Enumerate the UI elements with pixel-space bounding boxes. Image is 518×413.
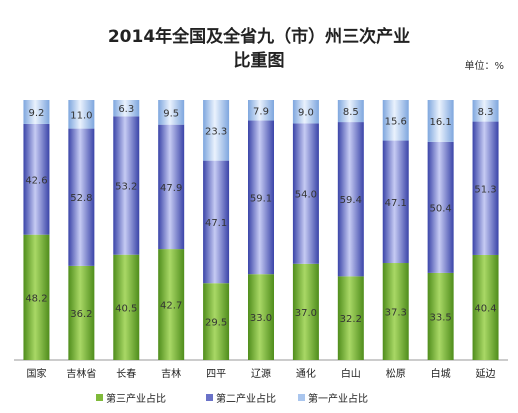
bar-segment — [382, 140, 409, 264]
data-label: 9.2 — [29, 108, 45, 119]
bar-segment — [472, 121, 499, 255]
x-tick-label: 通化 — [296, 367, 316, 380]
bar-segment — [68, 128, 95, 266]
data-label: 54.0 — [295, 190, 317, 201]
data-label: 37.0 — [295, 308, 317, 319]
bar-segment — [113, 116, 140, 255]
bar-segment — [113, 100, 140, 117]
legend-swatch — [96, 394, 103, 401]
data-label: 33.5 — [430, 312, 452, 323]
data-label: 23.3 — [205, 126, 227, 137]
data-label: 6.3 — [118, 104, 134, 115]
bar-segment — [23, 234, 50, 360]
bar-segment — [472, 100, 499, 122]
bar-segment — [382, 100, 409, 141]
data-label: 36.2 — [70, 309, 92, 320]
bar-segment — [158, 249, 185, 360]
data-label: 15.6 — [385, 116, 407, 127]
bar-segment — [337, 122, 364, 277]
data-label: 37.3 — [385, 308, 407, 319]
x-tick-label: 辽源 — [251, 367, 271, 380]
bar-segment — [203, 100, 230, 161]
x-tick-label: 四平 — [206, 369, 226, 380]
data-label: 9.5 — [163, 108, 179, 119]
bar-segment — [427, 141, 454, 273]
bar-segment — [23, 123, 50, 235]
data-label: 42.7 — [160, 301, 182, 312]
data-label: 7.9 — [253, 106, 269, 117]
bar-segment — [337, 276, 364, 360]
bar-segment — [292, 100, 319, 124]
x-tick-label: 长春 — [116, 368, 136, 380]
data-label: 48.2 — [25, 293, 47, 304]
x-tick-label: 吉林 — [161, 367, 181, 380]
x-tick-label: 延边 — [476, 368, 496, 380]
bar-segment — [23, 100, 50, 124]
data-label: 51.3 — [474, 184, 496, 195]
bar-segment — [203, 283, 230, 360]
data-label: 29.5 — [205, 318, 227, 329]
x-tick-label: 白城 — [431, 367, 451, 380]
data-label: 32.2 — [340, 314, 362, 325]
bar-segment — [292, 123, 319, 264]
data-label: 47.1 — [385, 198, 407, 209]
legend-swatch — [206, 394, 213, 401]
data-label: 40.4 — [474, 303, 496, 314]
data-label: 47.1 — [205, 218, 227, 229]
bar-segment — [203, 160, 230, 284]
data-label: 16.1 — [430, 117, 452, 128]
bar-segment — [248, 120, 274, 275]
data-label: 42.6 — [25, 175, 47, 186]
data-label: 53.2 — [115, 182, 137, 193]
data-label: 59.4 — [340, 195, 362, 206]
legend-label: 第三产业占比 — [106, 392, 166, 405]
bar-segment — [292, 263, 319, 360]
x-tick-label: 白山 — [341, 367, 361, 380]
bar-segment — [382, 263, 409, 360]
data-label: 8.3 — [478, 107, 494, 118]
data-label: 52.8 — [70, 193, 92, 204]
bar-segment — [158, 100, 185, 125]
x-tick-label: 松原 — [386, 367, 406, 380]
legend-label: 第一产业占比 — [308, 392, 368, 405]
chart-title-line1: 2014年全国及全省九（市）州三次产业 — [107, 27, 411, 47]
legend-label: 第二产业占比 — [216, 392, 276, 405]
bar-segment — [427, 100, 454, 142]
bar-segment — [113, 254, 140, 360]
bar-segment — [427, 272, 454, 360]
data-label: 8.5 — [343, 107, 359, 118]
x-tick-label: 吉林省 — [66, 367, 96, 380]
data-label: 40.5 — [115, 303, 137, 314]
data-label: 59.1 — [250, 193, 272, 204]
data-label: 9.0 — [298, 108, 314, 119]
legend-swatch — [298, 394, 305, 401]
bar-segment — [337, 100, 364, 123]
bar-segment — [472, 254, 499, 360]
chart-title-line2: 比重图 — [233, 51, 285, 71]
data-label: 11.0 — [70, 110, 92, 121]
data-label: 33.0 — [250, 313, 272, 324]
x-tick-label: 国家 — [26, 367, 46, 380]
bar-segment — [158, 124, 185, 250]
unit-label: 单位：% — [464, 61, 504, 72]
bar-segment — [248, 100, 274, 121]
bar-segment — [68, 265, 95, 360]
data-label: 47.9 — [160, 183, 182, 194]
bar-segment — [68, 100, 95, 129]
data-label: 50.4 — [430, 203, 452, 214]
bar-segment — [248, 274, 274, 360]
